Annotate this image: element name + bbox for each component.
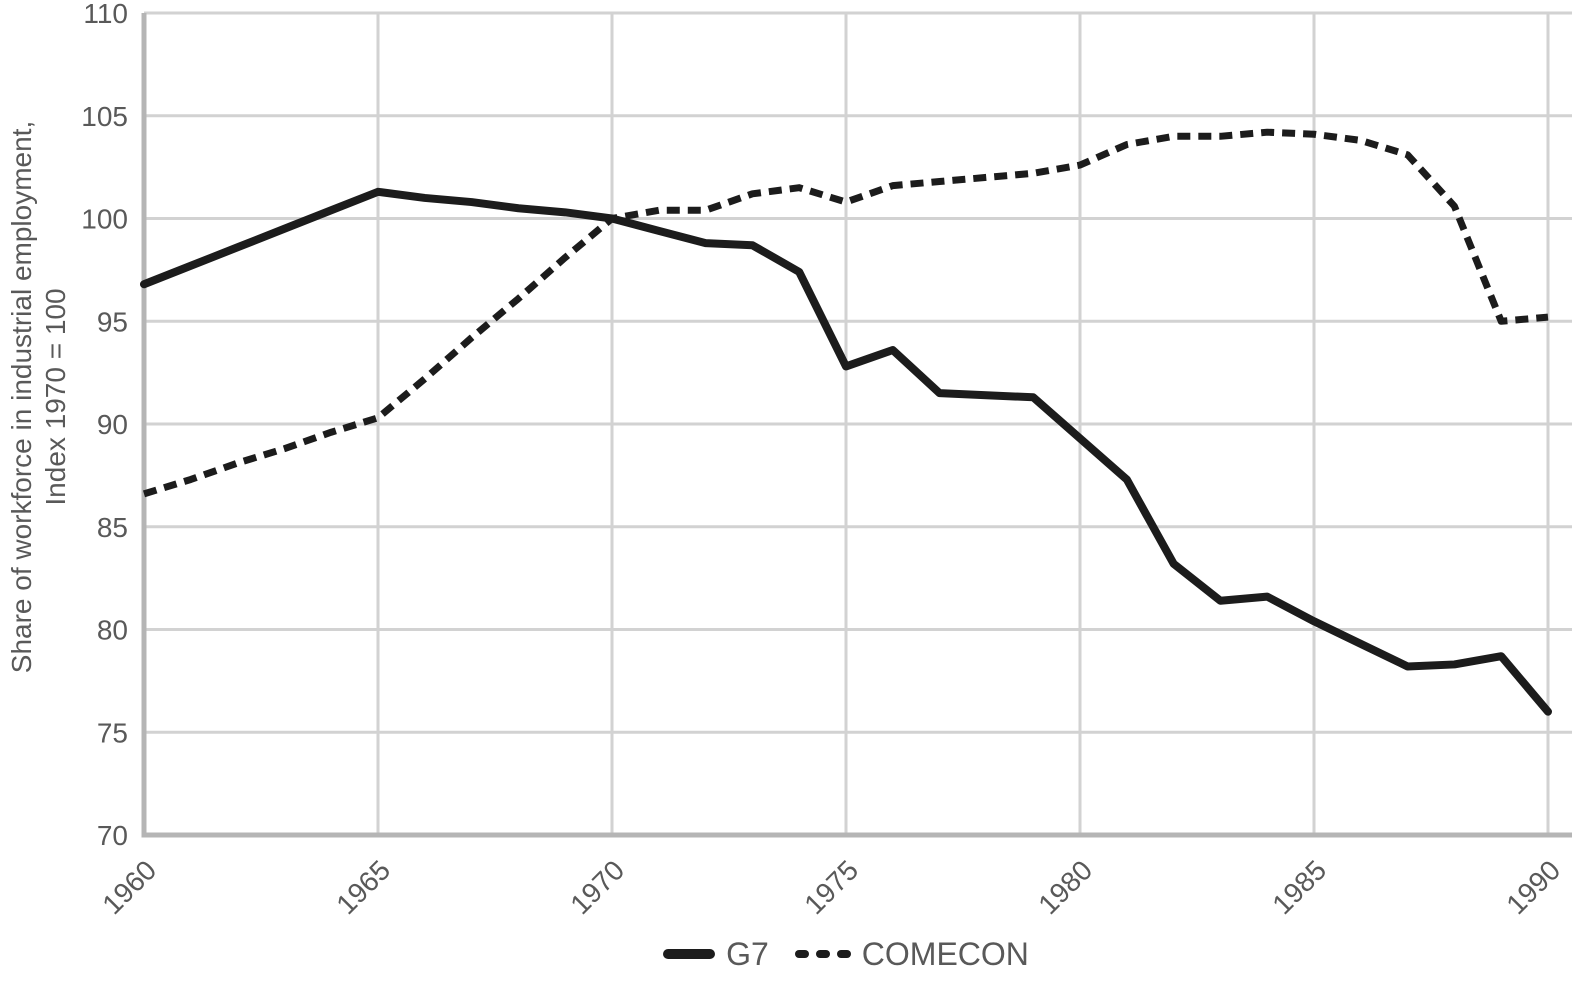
x-tick-label-1975: 1975 bbox=[798, 854, 864, 920]
x-tick-label-1985: 1985 bbox=[1266, 854, 1332, 920]
y-axis-title-line2: Index 1970 = 100 bbox=[40, 288, 71, 506]
y-tick-label-95: 95 bbox=[97, 306, 128, 337]
legend-label-comecon: COMECON bbox=[861, 936, 1029, 972]
y-tick-label-110: 110 bbox=[83, 0, 128, 29]
x-tick-label-1960: 1960 bbox=[96, 854, 162, 920]
y-tick-label-85: 85 bbox=[97, 512, 128, 543]
y-axis-title: Share of workforce in industrial employm… bbox=[5, 17, 75, 777]
y-tick-label-75: 75 bbox=[97, 717, 128, 748]
x-tick-label-1970: 1970 bbox=[564, 854, 630, 920]
comecon-dashed-line-sample bbox=[794, 950, 851, 958]
y-axis-title-line1: Share of workforce in industrial employm… bbox=[6, 120, 37, 674]
legend-item-comecon: COMECON bbox=[794, 936, 1029, 972]
g7-series-line bbox=[140, 187, 1552, 716]
y-tick-label-105: 105 bbox=[81, 101, 128, 132]
y-tick-label-100: 100 bbox=[81, 204, 128, 235]
x-tick-label-1965: 1965 bbox=[330, 854, 396, 920]
x-tick-label-1980: 1980 bbox=[1032, 854, 1098, 920]
legend: G7 COMECON bbox=[144, 938, 1548, 970]
x-tick-label-1990: 1990 bbox=[1500, 854, 1566, 920]
y-tick-label-80: 80 bbox=[97, 615, 128, 646]
y-tick-label-90: 90 bbox=[97, 409, 128, 440]
legend-item-g7: G7 bbox=[663, 938, 769, 970]
comecon-series-line bbox=[142, 128, 1549, 498]
g7-solid-line-sample bbox=[663, 949, 716, 959]
legend-label-g7: G7 bbox=[726, 936, 769, 972]
y-tick-label-70: 70 bbox=[97, 820, 128, 851]
